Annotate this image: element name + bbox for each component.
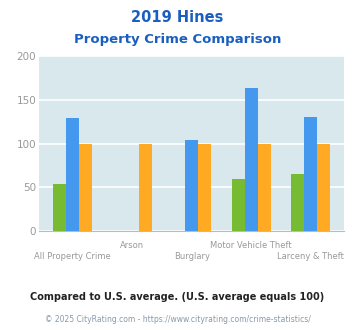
Text: Compared to U.S. average. (U.S. average equals 100): Compared to U.S. average. (U.S. average …: [31, 292, 324, 302]
Bar: [245, 88, 258, 231]
Text: Larceny & Theft: Larceny & Theft: [277, 252, 344, 261]
Text: Burglary: Burglary: [174, 252, 210, 261]
Bar: [304, 117, 317, 231]
Bar: [258, 144, 271, 231]
Bar: [231, 179, 245, 231]
Bar: [291, 174, 304, 231]
Text: Arson: Arson: [120, 242, 144, 250]
Bar: [198, 144, 211, 231]
Bar: [185, 140, 198, 231]
Bar: [66, 118, 79, 231]
Text: Motor Vehicle Theft: Motor Vehicle Theft: [211, 242, 292, 250]
Text: 2019 Hines: 2019 Hines: [131, 10, 224, 25]
Legend: Hines, Oregon, National: Hines, Oregon, National: [71, 327, 312, 330]
Bar: [53, 184, 66, 231]
Bar: [317, 144, 331, 231]
Bar: [79, 144, 92, 231]
Text: Property Crime Comparison: Property Crime Comparison: [74, 33, 281, 46]
Text: © 2025 CityRating.com - https://www.cityrating.com/crime-statistics/: © 2025 CityRating.com - https://www.city…: [45, 315, 310, 324]
Text: All Property Crime: All Property Crime: [34, 252, 111, 261]
Bar: [139, 144, 152, 231]
